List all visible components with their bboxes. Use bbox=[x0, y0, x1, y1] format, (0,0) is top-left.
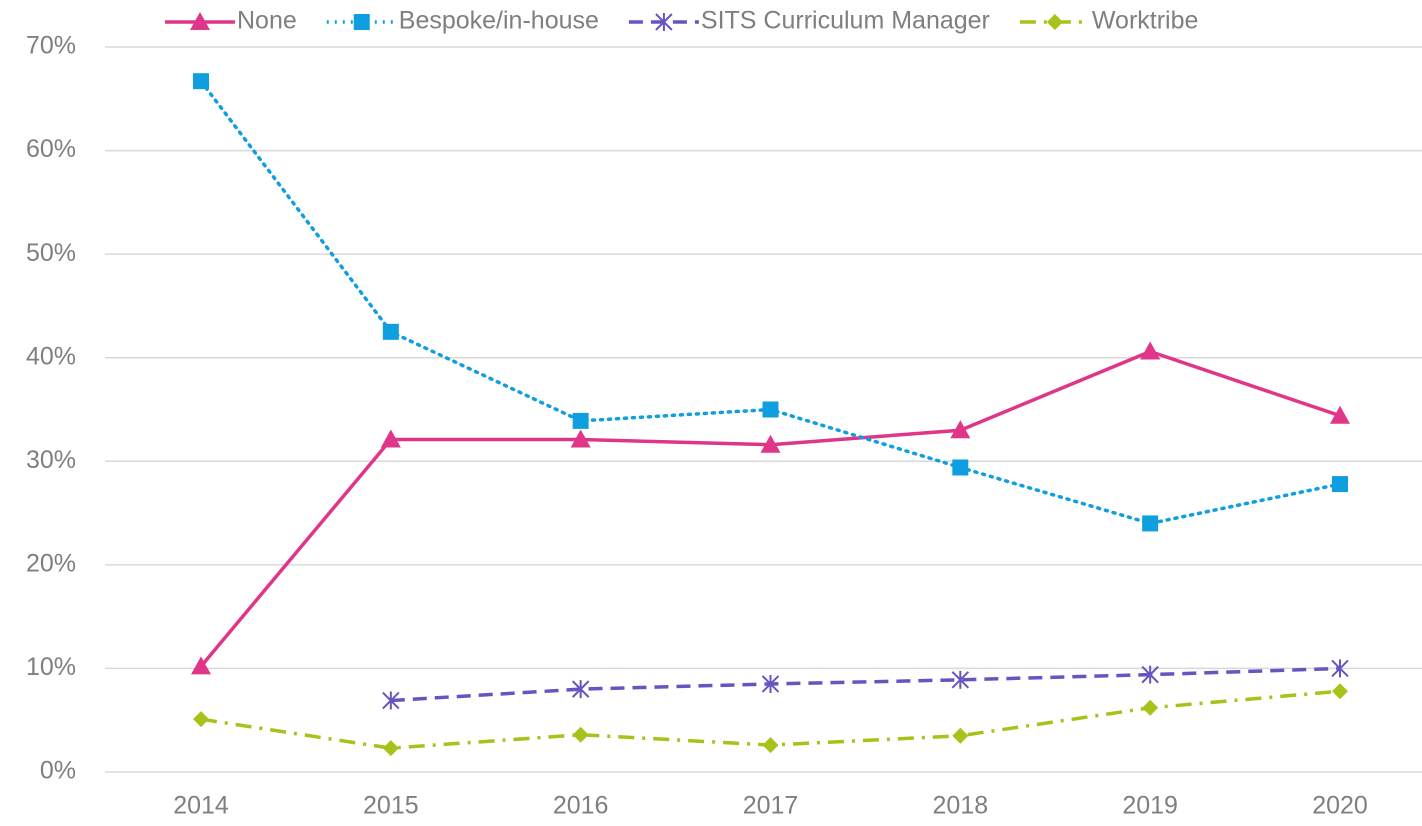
legend-label: SITS Curriculum Manager bbox=[701, 7, 990, 35]
marker bbox=[1332, 683, 1348, 700]
marker bbox=[762, 401, 779, 418]
series-line bbox=[199, 79, 1342, 526]
marker bbox=[1331, 659, 1349, 678]
marker bbox=[353, 14, 370, 30]
y-tick-label: 60% bbox=[26, 135, 76, 163]
y-tick-label: 30% bbox=[26, 446, 76, 474]
legend-label: None bbox=[237, 7, 297, 35]
marker bbox=[572, 412, 589, 429]
marker bbox=[1142, 699, 1159, 716]
x-tick-label: 2015 bbox=[363, 792, 419, 820]
x-tick-label: 2019 bbox=[1122, 792, 1178, 820]
y-tick-label: 40% bbox=[26, 342, 76, 370]
y-tick-label: 50% bbox=[26, 239, 76, 267]
marker bbox=[382, 691, 400, 710]
marker bbox=[193, 73, 209, 90]
marker bbox=[1332, 476, 1348, 493]
x-tick-label: 2016 bbox=[553, 792, 609, 820]
marker bbox=[193, 711, 209, 728]
marker bbox=[760, 434, 781, 453]
marker bbox=[1330, 405, 1350, 424]
marker bbox=[572, 726, 589, 743]
marker bbox=[951, 670, 970, 689]
x-tick-label: 2014 bbox=[173, 792, 229, 820]
marker bbox=[952, 459, 969, 476]
marker bbox=[571, 680, 590, 699]
marker bbox=[761, 674, 780, 693]
marker bbox=[1046, 14, 1063, 30]
marker bbox=[380, 429, 401, 448]
series-line bbox=[199, 349, 1341, 668]
y-tick-label: 70% bbox=[26, 32, 76, 60]
x-tick-label: 2018 bbox=[933, 792, 989, 820]
marker bbox=[570, 429, 591, 448]
legend-label: Worktribe bbox=[1092, 7, 1199, 35]
y-tick-label: 20% bbox=[26, 549, 76, 577]
legend-label: Bespoke/in-house bbox=[399, 7, 599, 35]
marker bbox=[191, 656, 211, 675]
series-line bbox=[390, 666, 1341, 703]
x-tick-label: 2020 bbox=[1312, 792, 1368, 820]
marker bbox=[1140, 341, 1161, 360]
marker bbox=[190, 12, 210, 30]
x-tick-label: 2017 bbox=[743, 792, 799, 820]
marker bbox=[655, 13, 673, 31]
marker bbox=[762, 737, 779, 754]
marker bbox=[1141, 665, 1159, 684]
marker bbox=[952, 727, 969, 744]
y-tick-label: 10% bbox=[26, 653, 76, 681]
marker bbox=[382, 323, 399, 340]
y-tick-label: 0% bbox=[40, 757, 76, 785]
marker bbox=[1142, 515, 1159, 532]
marker bbox=[382, 740, 399, 757]
marker bbox=[950, 420, 971, 439]
